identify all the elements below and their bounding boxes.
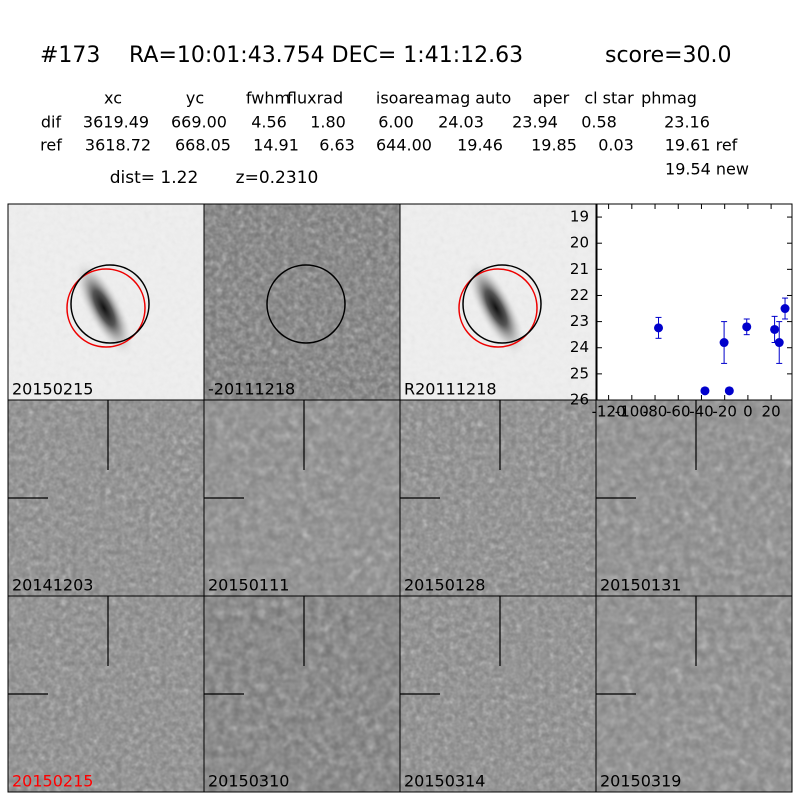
aperture-red [66,268,146,348]
column-header: cl star [584,89,634,108]
table-cell: 19.85 [531,136,577,155]
aperture [70,264,150,344]
panel-label: 20150111 [208,576,289,595]
table-cell: 3618.72 [85,136,151,155]
panel-label: 20150319 [600,772,681,791]
aperture [462,264,542,344]
coordinates: RA=10:01:43.754 DEC= 1:41:12.63 [129,43,523,68]
light-curve: 19 20 21 22 23 24 25 26-120-100-80-60-40-20 0 20 [570,203,793,421]
table-cell: 1.80 [310,113,346,132]
column-header: aper [533,89,570,108]
table-cell: 23.94 [512,113,558,132]
x-tick-label: -120 [592,403,626,421]
table-cell: 24.03 [438,113,484,132]
panel-label: 20150215 [12,772,93,791]
point [774,338,784,348]
table-cell: 644.00 [376,136,432,155]
y-tick-label: 20 [570,234,589,252]
x-tick-label: 20 [762,403,781,421]
table-cell: 23.16 [664,113,710,132]
row-label: dif [41,113,62,132]
panel-label: 20150215 [12,380,93,399]
x-tick-label: -20 [712,403,737,421]
column-header: yc [186,89,204,108]
galaxy [465,258,527,358]
column-header: isoarea [376,89,434,108]
point [654,323,664,333]
point [719,338,729,348]
x-tick-label: -100 [615,403,649,421]
table-cell: 14.91 [253,136,299,155]
column-header: fwhm [246,89,290,108]
aperture [266,264,346,344]
x-tick-label: -40 [689,403,714,421]
score: score=30.0 [605,43,732,68]
table-cell: 3619.49 [83,113,149,132]
row-label: ref [40,136,62,155]
panel-label: 20150131 [600,576,681,595]
y-tick-label: 25 [570,364,589,382]
table-cell: 0.58 [581,113,617,132]
distance: dist= 1.22 [110,168,199,188]
table-cell: 6.00 [378,113,414,132]
point [780,304,790,314]
table-cell: 19.46 [457,136,503,155]
object-id: #173 [40,43,100,68]
image-noise [204,204,400,400]
table-cell: 19.61 ref [665,136,738,155]
redshift: z=0.2310 [236,168,319,188]
y-tick-label: 26 [570,391,589,409]
table-cell: 668.05 [175,136,231,155]
plot-bg [597,204,792,400]
table-cell: 6.63 [319,136,355,155]
column-header: phmag [641,89,697,108]
galaxy [73,258,135,358]
y-tick-label: 23 [570,312,589,330]
x-tick-label: -60 [666,403,691,421]
point [700,386,710,396]
x-tick-label: -80 [643,403,668,421]
table-cell: 4.56 [251,113,287,132]
panel-frame [595,595,793,793]
table-cell: 0.03 [598,136,634,155]
panel-label: 20150128 [404,576,485,595]
column-header: mag auto [435,89,512,108]
phmag-new: 19.54 new [665,160,749,179]
panels: 20150215 -20111218 R20111218 20141203 201501… [7,203,793,793]
panel-label: 20141203 [12,576,93,595]
x-tick-label: 0 [743,403,753,421]
panel-label: 20150310 [208,772,289,791]
column-header: fluxrad [287,89,343,108]
panel-label: R20111218 [404,380,497,399]
point [742,322,752,332]
y-tick-label: 22 [570,286,589,304]
panel-label: 20150314 [404,772,485,791]
y-tick-label: 24 [570,338,589,356]
y-tick-label: 21 [570,260,589,278]
plot-frame [596,203,793,401]
aperture-red [458,268,538,348]
point [770,324,780,334]
panel-label: -20111218 [208,380,295,399]
table-cell: 669.00 [171,113,227,132]
column-header: xc [104,89,122,108]
point [724,386,734,396]
y-tick-label: 19 [570,208,589,226]
